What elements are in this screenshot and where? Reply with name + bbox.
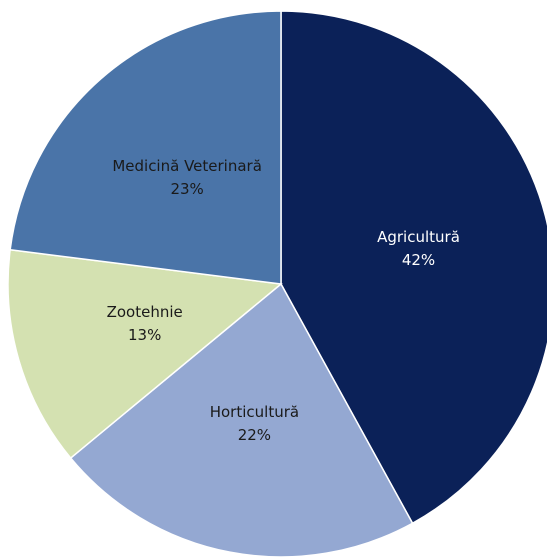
pie-slice (7, 248, 283, 460)
slice-label: Horticultură (210, 403, 299, 421)
slice-value-label: 13% (128, 326, 161, 344)
pie-slice (280, 10, 547, 525)
slice-label: Medicină Veterinară (112, 157, 262, 175)
slice-label: Agricultură (377, 228, 460, 246)
slice-value-label: 23% (170, 180, 203, 198)
pie-slice (9, 10, 282, 285)
pie-slice (69, 282, 414, 558)
slice-label: Zootehnie (107, 303, 183, 321)
slice-value-label: 42% (402, 251, 435, 269)
slice-value-label: 22% (238, 426, 271, 444)
